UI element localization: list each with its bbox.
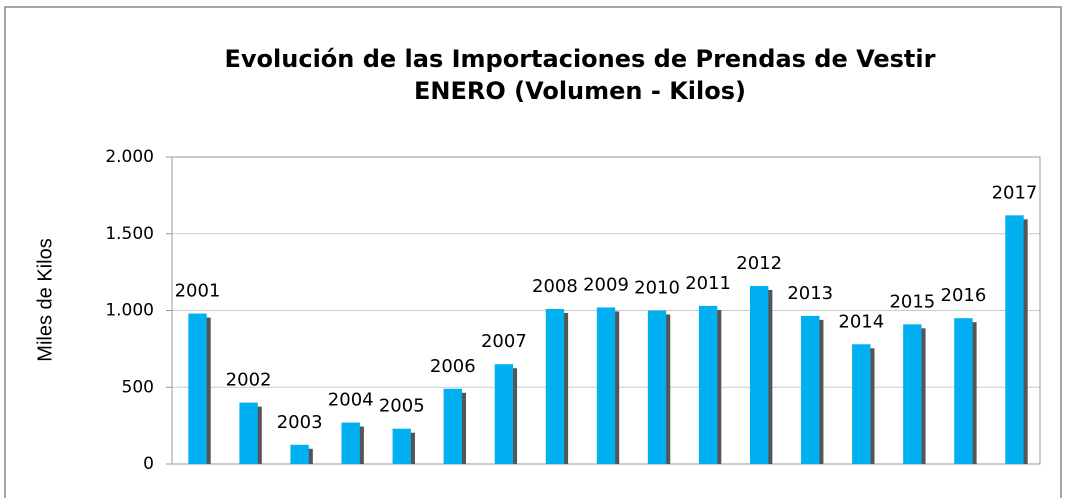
category-label: 2013 bbox=[787, 283, 833, 304]
category-label: 2011 bbox=[685, 273, 731, 294]
bar bbox=[801, 315, 820, 464]
bar bbox=[239, 402, 258, 464]
bar bbox=[443, 388, 463, 464]
bar bbox=[341, 422, 360, 464]
category-label: 2008 bbox=[532, 276, 578, 297]
bar bbox=[188, 313, 207, 464]
bar bbox=[392, 428, 411, 464]
category-label: 2010 bbox=[634, 278, 680, 299]
bar bbox=[1005, 215, 1024, 464]
bar bbox=[647, 310, 667, 464]
category-label: 2004 bbox=[328, 390, 374, 411]
y-axis-label: Miles de Kilos bbox=[34, 238, 56, 361]
bar bbox=[698, 305, 718, 464]
category-label: 2001 bbox=[175, 281, 221, 302]
bar bbox=[749, 285, 769, 464]
category-label: 2005 bbox=[379, 396, 425, 417]
y-tick-label: 1.500 bbox=[105, 224, 154, 244]
bar bbox=[903, 324, 922, 464]
y-tick-label: 2.000 bbox=[105, 147, 154, 167]
y-tick-label: 500 bbox=[122, 377, 154, 397]
category-label: 2009 bbox=[583, 274, 629, 295]
category-label: 2017 bbox=[992, 182, 1038, 203]
category-label: 2006 bbox=[430, 356, 476, 377]
chart-title: Evolución de las Importaciones de Prenda… bbox=[225, 45, 936, 73]
bar bbox=[596, 307, 616, 464]
y-tick-label: 1.000 bbox=[105, 301, 154, 321]
category-label: 2003 bbox=[277, 412, 323, 433]
chart-subtitle: ENERO (Volumen - Kilos) bbox=[414, 77, 746, 105]
y-tick-label: 0 bbox=[143, 454, 154, 474]
bar bbox=[852, 344, 871, 464]
category-label: 2014 bbox=[838, 311, 884, 332]
bar bbox=[545, 308, 565, 464]
category-label: 2007 bbox=[481, 331, 527, 352]
bar bbox=[494, 364, 514, 464]
bar bbox=[290, 444, 309, 464]
category-label: 2002 bbox=[226, 370, 272, 391]
chart-frame bbox=[4, 6, 1062, 498]
category-label: 2016 bbox=[941, 285, 987, 306]
bar bbox=[954, 318, 973, 464]
category-label: 2015 bbox=[889, 291, 935, 312]
category-label: 2012 bbox=[736, 253, 782, 274]
